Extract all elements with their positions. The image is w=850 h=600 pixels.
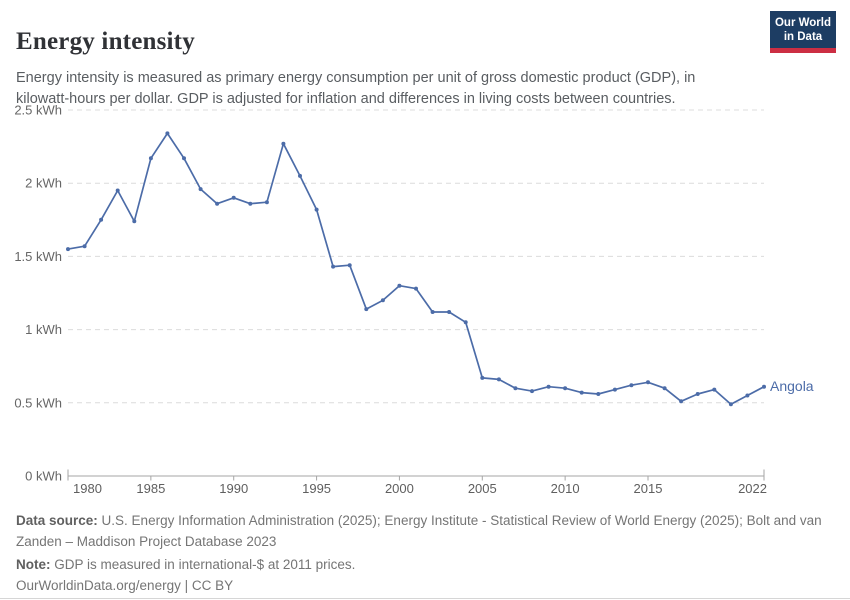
data-point[interactable]	[264, 200, 269, 205]
data-point[interactable]	[82, 244, 87, 249]
y-tick-label: 0 kWh	[25, 469, 62, 484]
data-point[interactable]	[414, 286, 418, 291]
owid-logo[interactable]: Our World in Data	[770, 11, 836, 53]
data-point[interactable]	[646, 380, 650, 385]
y-tick-label: 1 kWh	[25, 322, 62, 337]
x-tick-label: 1985	[136, 481, 165, 496]
entity-label-angola[interactable]: Angola	[770, 378, 814, 394]
data-point[interactable]	[314, 207, 319, 212]
y-tick-label: 2.5 kWh	[14, 103, 62, 118]
data-point[interactable]	[728, 402, 733, 407]
data-point[interactable]	[115, 188, 120, 193]
data-point[interactable]	[629, 383, 634, 388]
data-point[interactable]	[463, 320, 468, 325]
owid-logo-line2: in Data	[783, 31, 823, 43]
data-source-line: Data source: U.S. Energy Information Adm…	[16, 510, 834, 552]
data-point[interactable]	[380, 298, 385, 303]
data-point[interactable]	[745, 393, 750, 398]
data-point[interactable]	[99, 217, 104, 222]
data-point[interactable]	[430, 310, 435, 314]
y-tick-label: 0.5 kWh	[14, 395, 62, 410]
angola-line[interactable]	[67, 132, 765, 406]
owid-logo-line1: Our World	[774, 17, 831, 29]
data-point[interactable]	[148, 156, 153, 161]
data-point[interactable]	[579, 390, 584, 395]
chart-footer: Data source: U.S. Energy Information Adm…	[16, 510, 834, 596]
owid-logo-redbar	[770, 48, 836, 53]
x-tick-label: 2005	[468, 481, 497, 496]
x-tick-label: 1980	[73, 481, 102, 496]
data-point[interactable]	[513, 386, 518, 391]
data-point[interactable]	[231, 195, 236, 200]
data-point[interactable]	[762, 384, 766, 389]
x-tick-label: 2010	[551, 481, 580, 496]
data-point[interactable]	[132, 219, 137, 224]
data-point[interactable]	[546, 384, 551, 389]
data-point[interactable]	[248, 201, 253, 206]
data-point[interactable]	[165, 131, 170, 136]
y-tick-label: 1.5 kWh	[14, 249, 62, 264]
bottom-divider	[0, 598, 850, 599]
y-tick-label: 2 kWh	[25, 176, 62, 191]
owid-logo-text: Our World in Data	[770, 11, 836, 48]
x-tick-label: 2015	[634, 481, 663, 496]
data-point[interactable]	[447, 310, 452, 314]
license-text: OurWorldinData.org/energy | CC BY	[16, 578, 234, 593]
data-point[interactable]	[679, 399, 684, 404]
note-text: GDP is measured in international-$ at 20…	[54, 557, 356, 572]
data-point[interactable]	[397, 283, 402, 288]
data-point[interactable]	[364, 307, 369, 312]
x-tick-label: 1995	[302, 481, 331, 496]
data-point[interactable]	[496, 377, 501, 382]
x-tick-label: 2000	[385, 481, 414, 496]
data-point[interactable]	[612, 387, 617, 392]
data-point[interactable]	[563, 386, 568, 391]
data-point[interactable]	[480, 375, 485, 380]
line-chart[interactable]: 0 kWh 0.5 kWh 1 kWh 1.5 kWh 2 kWh 2.5 kWh 1980…	[0, 95, 850, 505]
data-source-text: U.S. Energy Information Administration (…	[16, 513, 822, 549]
data-point[interactable]	[198, 187, 203, 192]
data-source-label: Data source:	[16, 513, 98, 528]
x-tick-label: 2022	[738, 481, 767, 496]
data-point[interactable]	[66, 247, 70, 252]
data-point[interactable]	[182, 156, 186, 161]
data-point[interactable]	[596, 392, 601, 396]
data-point[interactable]	[662, 386, 667, 391]
data-point[interactable]	[298, 173, 302, 178]
data-point[interactable]	[347, 263, 352, 268]
chart-title: Energy intensity	[16, 27, 195, 55]
x-tick-label: 1990	[219, 481, 248, 496]
chart-subtitle: Energy intensity is measured as primary …	[16, 69, 696, 107]
data-point[interactable]	[281, 141, 286, 146]
note-label: Note:	[16, 557, 51, 572]
data-point[interactable]	[712, 387, 717, 392]
data-point[interactable]	[695, 392, 700, 396]
note-line: Note: GDP is measured in international-$…	[16, 554, 834, 575]
data-point[interactable]	[215, 201, 220, 206]
license-line[interactable]: OurWorldinData.org/energy | CC BY	[16, 575, 834, 596]
data-point[interactable]	[331, 264, 336, 269]
data-point[interactable]	[530, 389, 534, 394]
